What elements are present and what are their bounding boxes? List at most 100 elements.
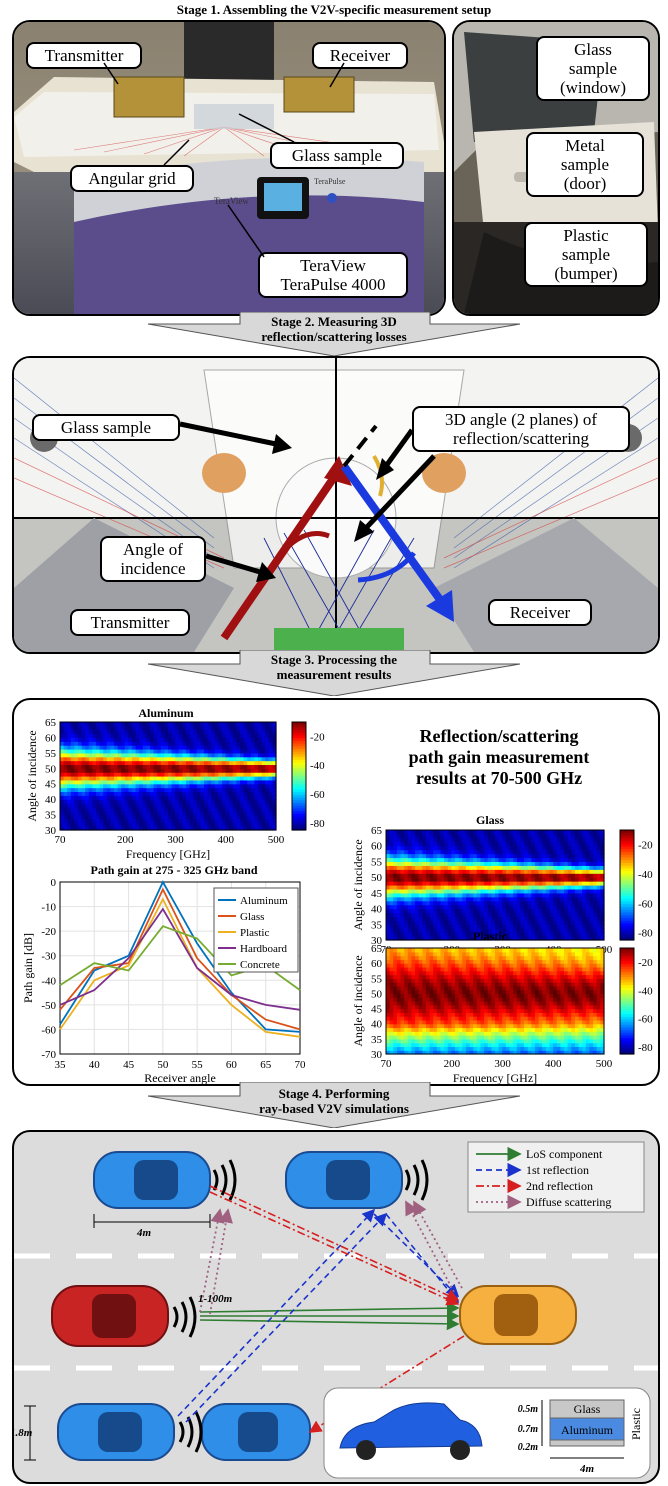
heatmap-cell [524, 966, 529, 972]
heatmap-cell [589, 877, 594, 882]
heatmap-cell [78, 826, 83, 831]
heatmap-cell [491, 908, 496, 914]
heatmap-cell [491, 904, 496, 910]
heatmap-cell [487, 1008, 492, 1013]
heatmap-cell [139, 745, 144, 750]
heatmap-cell [531, 974, 536, 979]
colorbar-cell [292, 821, 306, 826]
heatmap-cell [425, 904, 431, 910]
heatmap-cell [117, 752, 122, 758]
heatmap-cell [458, 885, 463, 890]
heatmap-cell [473, 841, 478, 847]
heatmap-cell [473, 861, 478, 866]
heatmap-cell [222, 810, 227, 816]
heatmap-cell [232, 806, 237, 812]
heatmap-cell [407, 936, 413, 941]
heatmap-cell [396, 928, 402, 933]
heatmap-cell [545, 1050, 551, 1055]
heatmap-cell [240, 752, 245, 758]
heatmap-cell [505, 916, 511, 921]
heatmap-cell [250, 749, 255, 754]
heatmap-cell [444, 1050, 449, 1055]
heatmap-cell [407, 963, 413, 968]
heatmap-cell [542, 916, 547, 921]
heatmap-cell [422, 1031, 427, 1036]
heatmap-cell [484, 1035, 489, 1040]
heatmap-cell [193, 729, 198, 735]
heatmap-cell [272, 737, 277, 742]
heatmap-cell [142, 787, 147, 793]
heatmap-cell [436, 900, 442, 906]
heatmap-cell [455, 1031, 460, 1036]
heatmap-cell [545, 1023, 551, 1029]
heatmap-cell [81, 776, 86, 781]
heatmap-cell [542, 896, 547, 902]
heatmap-cell [556, 924, 561, 929]
heatmap-cell [182, 741, 187, 746]
heatmap-cell [193, 787, 198, 793]
heatmap-cell [193, 733, 198, 739]
heatmap-cell [178, 818, 183, 823]
heatmap-cell [447, 970, 452, 976]
heatmap-cell [589, 865, 594, 870]
heatmap-cell [542, 1027, 547, 1032]
colorbar-frame [291, 721, 307, 831]
heatmap-cell [261, 818, 266, 823]
heatmap-cell [447, 845, 452, 851]
heatmap-cell [106, 772, 111, 777]
heatmap-cell [396, 989, 402, 995]
heatmap-cell [85, 741, 90, 746]
heatmap-cell [411, 932, 416, 937]
heatmap-cell [593, 861, 598, 866]
heatmap-cell [480, 904, 485, 910]
heatmap-cell [505, 993, 511, 998]
heatmap-cell [593, 857, 598, 863]
heatmap-cell [85, 818, 90, 823]
heatmap-cell [491, 920, 496, 925]
heatmap-cell [389, 916, 394, 921]
heatmap-cell [538, 892, 543, 898]
heatmap-cell [531, 1027, 536, 1032]
heatmap-cell [411, 1031, 416, 1036]
heatmap-cell [444, 936, 449, 941]
heatmap-cell [440, 1035, 445, 1040]
heatmap-cell [193, 749, 198, 754]
heatmap-cell [103, 764, 108, 769]
heatmap-cell [556, 912, 561, 918]
heatmap-cell [422, 932, 427, 937]
heatmap-cell [429, 845, 434, 851]
heatmap-cell [436, 928, 442, 933]
heatmap-cell [153, 803, 158, 808]
heatmap-cell [534, 963, 540, 968]
heatmap-cell [436, 873, 442, 878]
heatmap-cell [560, 989, 565, 995]
heatmap-cell [444, 845, 449, 851]
heatmap-cell [458, 997, 463, 1002]
heatmap-cell [524, 916, 529, 921]
heatmap-cell [444, 830, 449, 835]
heatmap-cell [407, 885, 413, 890]
heatmap-cell [422, 892, 427, 898]
heatmap-cell [96, 791, 101, 796]
heatmap-cell [502, 1004, 507, 1010]
heatmap-cell [469, 1023, 474, 1029]
heatmap-cell [545, 936, 551, 941]
heatmap-cell [480, 830, 485, 835]
heatmap-cell [436, 830, 442, 835]
heatmap-cell [164, 764, 169, 769]
heatmap-cell [157, 806, 162, 812]
heatmap-cell [142, 803, 147, 808]
heatmap-cell [386, 1031, 391, 1036]
heatmap-cell [411, 1023, 416, 1029]
heatmap-cell [484, 1042, 489, 1048]
heatmap-cell [564, 861, 569, 866]
heatmap-cell [527, 877, 532, 882]
heatmap-cell [265, 725, 270, 731]
heatmap-cell [436, 1001, 442, 1006]
heatmap-cell [505, 1050, 511, 1055]
heatmap-cell [207, 768, 212, 773]
heatmap-cell [513, 1031, 518, 1036]
heatmap-cell [567, 1016, 572, 1021]
heatmap-cell [386, 1004, 391, 1010]
heatmap-cell [538, 955, 543, 960]
